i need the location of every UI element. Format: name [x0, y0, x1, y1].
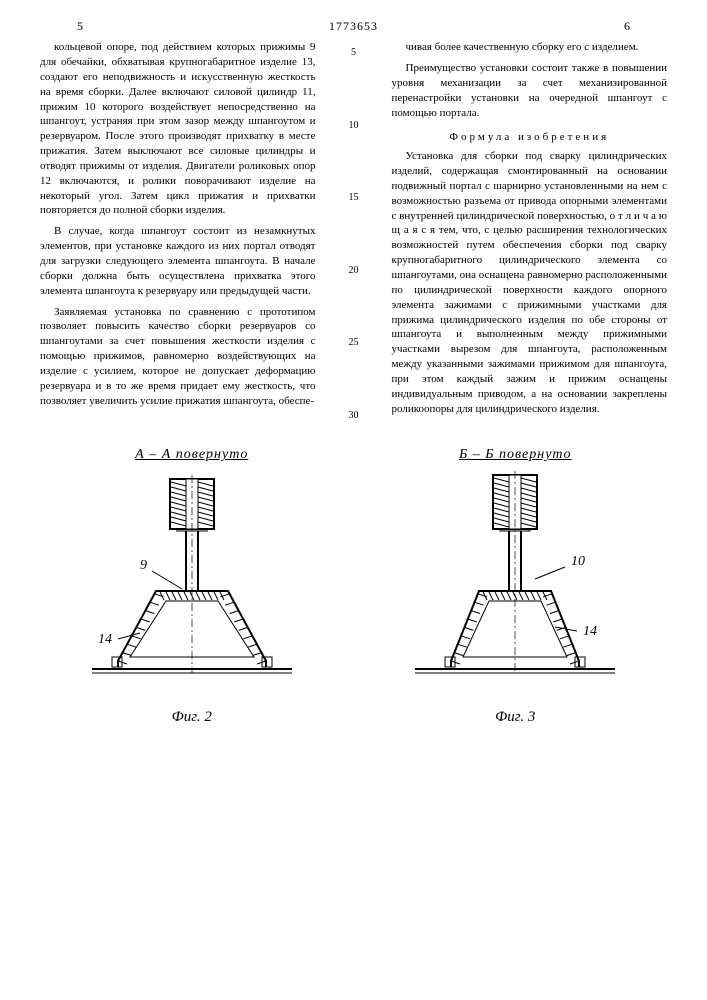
right-p3: Установка для сборки под сварку цилиндри…: [392, 149, 668, 416]
left-column: кольцевой опоре, под действием которых п…: [40, 40, 316, 422]
right-column: чивая более качественную сборку его с из…: [392, 40, 668, 422]
svg-text:14: 14: [98, 632, 112, 647]
fig2-section-label: А – А повернуто: [82, 446, 302, 465]
svg-text:14: 14: [583, 624, 597, 639]
ln-15: 15: [344, 191, 364, 205]
figures-row: А – А повернуто 9 14 Фиг. 2 Б – Б поверну…: [0, 446, 707, 727]
page-number-right: 6: [607, 18, 647, 34]
right-p1: чивая более качественную сборку его с из…: [392, 40, 668, 55]
ln-20: 20: [344, 264, 364, 278]
svg-text:10: 10: [571, 554, 585, 569]
line-number-gutter: 5 10 15 20 25 30: [344, 40, 364, 422]
ln-5: 5: [344, 46, 364, 60]
fig3-section-label: Б – Б повернуто: [405, 446, 625, 465]
left-p2: В случае, когда шпангоут состоит из неза…: [40, 224, 316, 298]
ln-25: 25: [344, 336, 364, 350]
claims-title: Формула изобретения: [392, 130, 668, 145]
ln-10: 10: [344, 119, 364, 133]
fig2-drawing: 9 14: [82, 471, 302, 701]
document-number: 1773653: [100, 18, 607, 34]
text-columns: кольцевой опоре, под действием которых п…: [0, 40, 707, 422]
ln-30: 30: [344, 409, 364, 423]
figure-3: Б – Б повернуто 10 14 Фиг. 3: [405, 446, 625, 727]
svg-text:9: 9: [140, 558, 147, 573]
right-p2: Преимущество установки состоит также в п…: [392, 61, 668, 120]
page-header: 5 1773653 6: [0, 0, 707, 40]
left-p1: кольцевой опоре, под действием которых п…: [40, 40, 316, 218]
fig3-drawing: 10 14: [405, 471, 625, 701]
fig2-caption: Фиг. 2: [82, 707, 302, 727]
page: 5 1773653 6 кольцевой опоре, под действи…: [0, 0, 707, 1000]
page-number-left: 5: [60, 18, 100, 34]
fig3-caption: Фиг. 3: [405, 707, 625, 727]
left-p3: Заявляемая установка по сравнению с прот…: [40, 305, 316, 409]
figure-2: А – А повернуто 9 14 Фиг. 2: [82, 446, 302, 727]
